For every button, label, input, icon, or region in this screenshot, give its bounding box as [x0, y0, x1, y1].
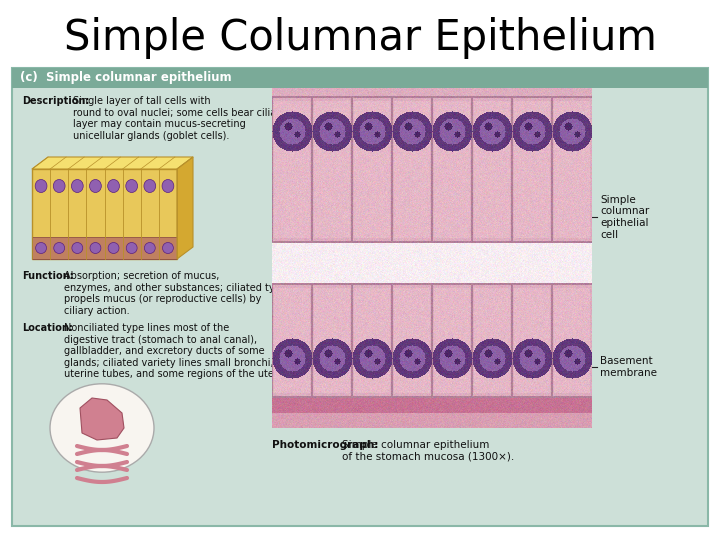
Ellipse shape	[163, 242, 174, 253]
Ellipse shape	[71, 179, 84, 192]
Polygon shape	[80, 398, 124, 440]
Text: Photomicrograph:: Photomicrograph:	[272, 440, 379, 450]
Bar	[32, 237, 177, 259]
Ellipse shape	[162, 179, 174, 192]
Ellipse shape	[145, 242, 156, 253]
Text: Function:: Function:	[22, 271, 73, 281]
Text: Location:: Location:	[22, 323, 73, 333]
Text: (c)  Simple columnar epithelium: (c) Simple columnar epithelium	[20, 71, 232, 84]
Ellipse shape	[53, 179, 65, 192]
Bar	[12, 68, 708, 526]
Ellipse shape	[54, 242, 65, 253]
Ellipse shape	[35, 242, 47, 253]
Polygon shape	[177, 157, 193, 259]
Ellipse shape	[35, 179, 47, 192]
Ellipse shape	[90, 242, 101, 253]
Text: Simple Columnar Epithelium: Simple Columnar Epithelium	[63, 17, 657, 59]
Ellipse shape	[126, 242, 137, 253]
Polygon shape	[32, 157, 193, 169]
Text: Single layer of tall cells with
round to oval nuclei; some cells bear cilia;
lay: Single layer of tall cells with round to…	[73, 96, 279, 141]
Bar	[12, 68, 708, 88]
Ellipse shape	[50, 384, 154, 472]
Text: Simple columnar epithelium
of the stomach mucosa (1300×).: Simple columnar epithelium of the stomac…	[342, 440, 514, 462]
Ellipse shape	[126, 179, 138, 192]
Ellipse shape	[108, 242, 119, 253]
Text: Basement
membrane: Basement membrane	[600, 356, 657, 377]
Text: Description:: Description:	[22, 96, 89, 106]
Ellipse shape	[144, 179, 156, 192]
Bar	[32, 169, 177, 259]
Text: Nonciliated type lines most of the
digestive tract (stomach to anal canal),
gall: Nonciliated type lines most of the diges…	[64, 323, 292, 380]
Text: Simple
columnar
epithelial
cell: Simple columnar epithelial cell	[600, 195, 649, 240]
Ellipse shape	[108, 179, 120, 192]
Ellipse shape	[72, 242, 83, 253]
Text: Absorption; secretion of mucus,
enzymes, and other substances; ciliated type
pro: Absorption; secretion of mucus, enzymes,…	[64, 271, 287, 316]
Ellipse shape	[89, 179, 102, 192]
